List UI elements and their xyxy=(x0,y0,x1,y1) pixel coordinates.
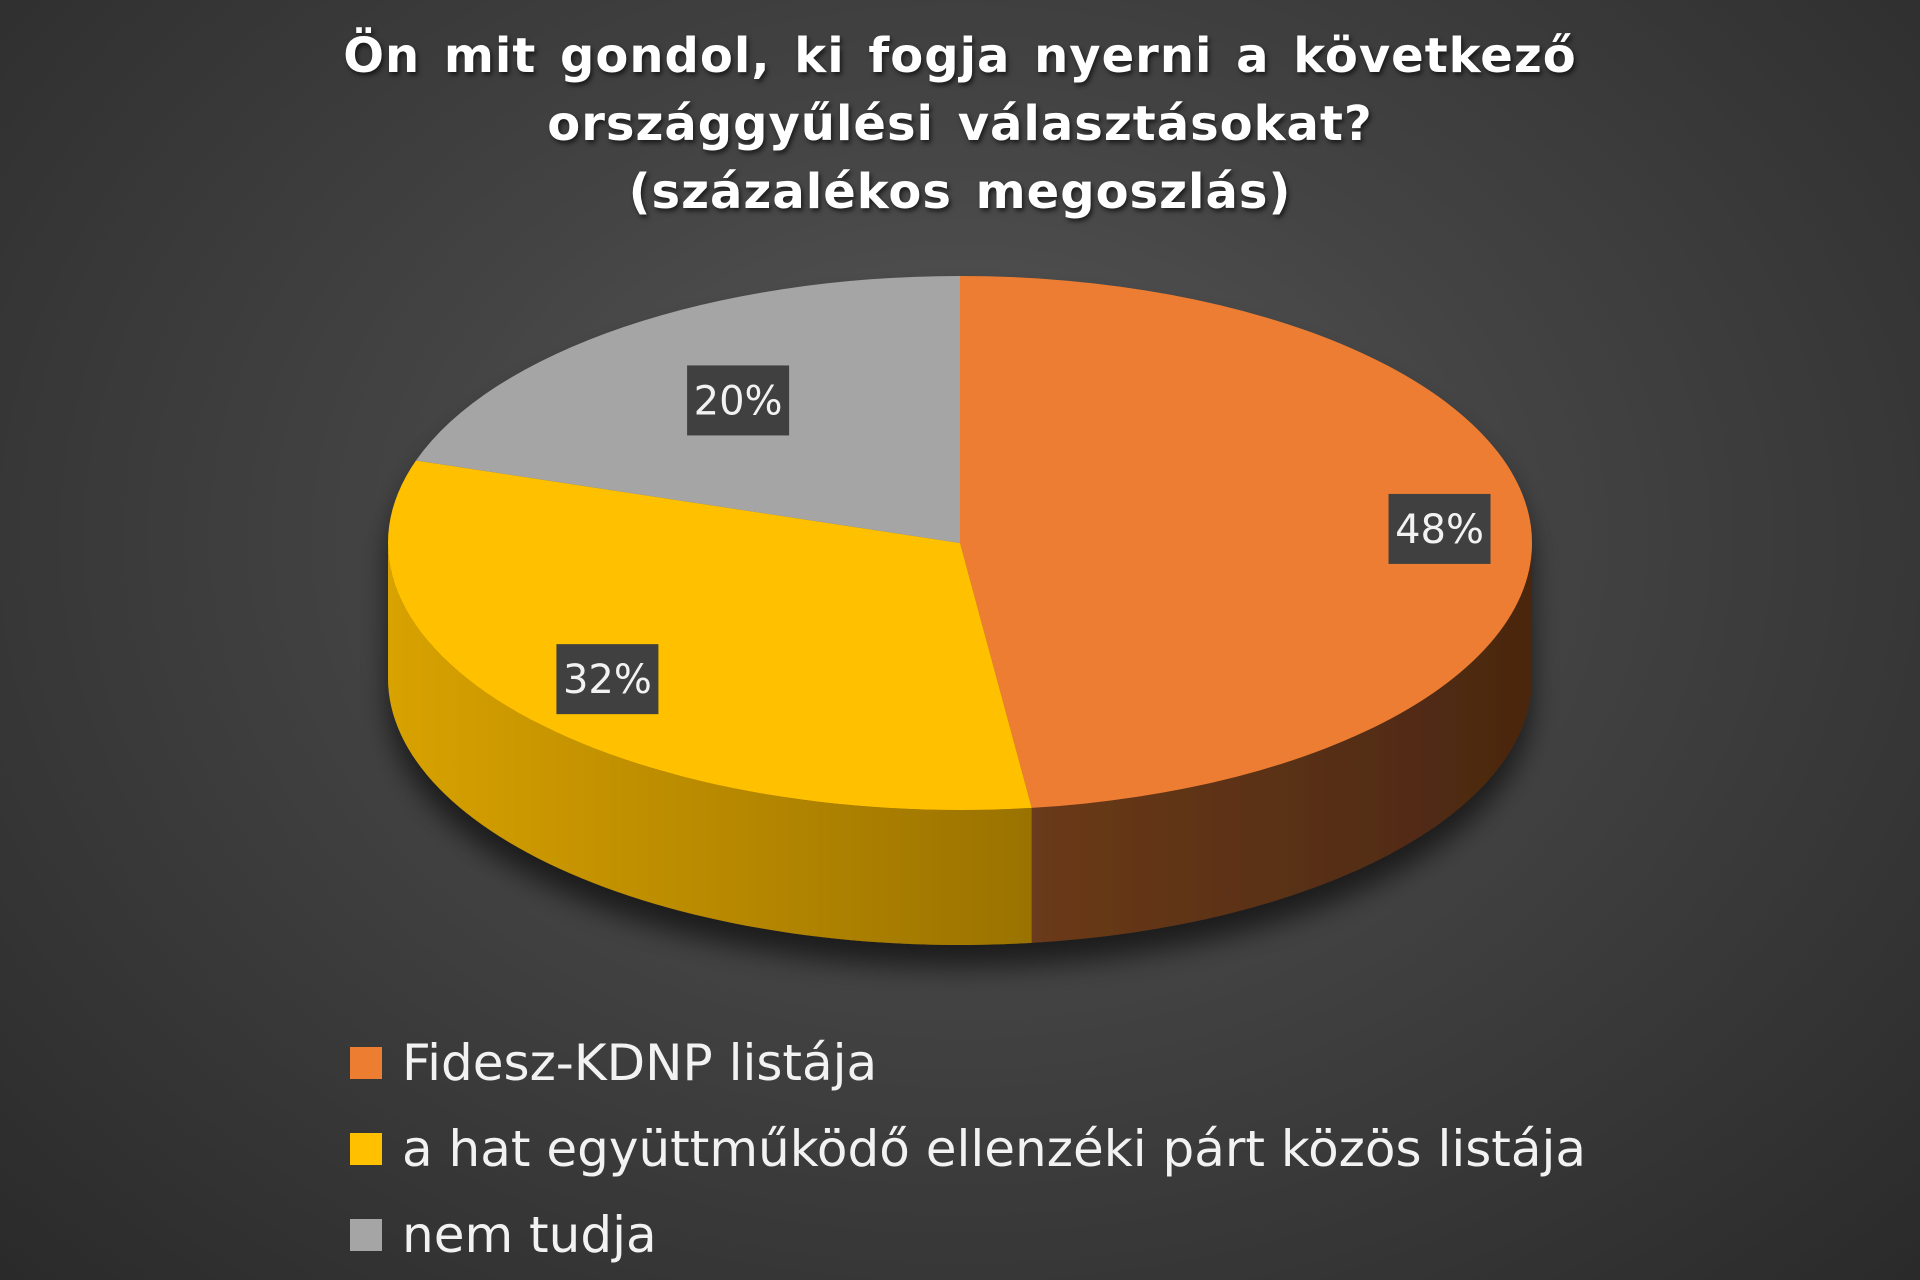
data-label-fidesz-kdnp: 48% xyxy=(1388,493,1491,564)
pie-shadow xyxy=(387,276,1533,945)
legend-item-opposition: a hat együttműködő ellenzéki párt közös … xyxy=(350,1106,1586,1192)
data-label-opposition: 32% xyxy=(556,644,659,715)
data-label-box-fidesz-kdnp xyxy=(1388,493,1491,564)
legend: Fidesz-KDNP listája a hat együttműködő e… xyxy=(350,1020,1586,1278)
legend-swatch-opposition xyxy=(350,1133,382,1165)
data-label-nem-tudja: 20% xyxy=(687,365,790,436)
legend-label-opposition: a hat együttműködő ellenzéki párt közös … xyxy=(402,1120,1587,1178)
chart-title: Ön mit gondol, ki fogja nyerni a követke… xyxy=(0,22,1920,226)
legend-item-nem-tudja: nem tudja xyxy=(350,1192,1586,1278)
pie-slice-opposition xyxy=(387,460,1032,811)
chart-title-line-3: (százalékos megoszlás) xyxy=(628,164,1292,220)
pie-sides xyxy=(388,543,1532,945)
data-labels: 48% 32% 20% xyxy=(556,365,1491,715)
pie-side-fidesz-kdnp xyxy=(1031,543,1532,943)
data-label-text-fidesz-kdnp: 48% xyxy=(1395,507,1484,553)
data-label-box-nem-tudja xyxy=(687,365,790,436)
data-label-text-nem-tudja: 20% xyxy=(694,378,783,424)
legend-label-fidesz-kdnp: Fidesz-KDNP listája xyxy=(402,1034,878,1092)
legend-swatch-nem-tudja xyxy=(350,1219,382,1251)
chart-title-line-2: országgyűlési választásokat? xyxy=(547,96,1373,152)
pie-side-opposition xyxy=(388,543,1032,945)
legend-item-fidesz-kdnp: Fidesz-KDNP listája xyxy=(350,1020,1586,1106)
legend-swatch-fidesz-kdnp xyxy=(350,1047,382,1079)
pie-tops xyxy=(387,276,1533,811)
data-label-text-opposition: 32% xyxy=(563,657,652,703)
chart-title-line-1: Ön mit gondol, ki fogja nyerni a követke… xyxy=(343,28,1577,84)
pie-slice-fidesz-kdnp xyxy=(960,276,1533,808)
data-label-box-opposition xyxy=(556,644,659,715)
legend-label-nem-tudja: nem tudja xyxy=(402,1206,657,1264)
